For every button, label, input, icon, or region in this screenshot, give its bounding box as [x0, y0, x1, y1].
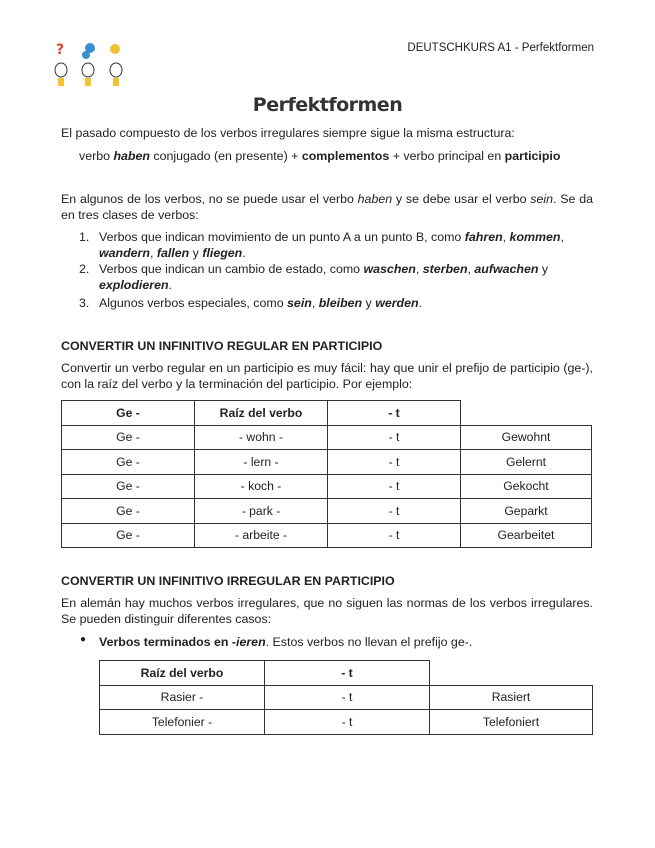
- table-row: Ge -- koch -- t Gekocht: [61, 473, 592, 499]
- svg-text:?: ?: [56, 42, 64, 58]
- bullet-item: Verbos terminados en -ieren. Estos verbo…: [99, 635, 473, 649]
- table-row: Ge -- lern -- t Gelernt: [61, 449, 592, 475]
- table-header-row: Raíz del verbo - t: [99, 660, 593, 686]
- section-heading-regular: CONVERTIR UN INFINITIVO REGULAR EN PARTI…: [61, 339, 383, 353]
- section-heading-irregular: CONVERTIR UN INFINITIVO IRREGULAR EN PAR…: [61, 574, 395, 588]
- thinking-figures-logo: ?: [54, 42, 123, 86]
- section-text-irregular: En alemán hay muchos verbos irregulares,…: [61, 596, 593, 626]
- formula: verbo haben conjugado (en presente) + co…: [79, 149, 561, 163]
- table-row: Rasier -- t Rasiert: [99, 684, 593, 710]
- section-text-regular: Convertir un verbo regular en un partici…: [61, 361, 593, 391]
- list-item: Algunos verbos especiales, como sein, bl…: [99, 296, 423, 310]
- table-row: Ge -- park -- t Geparkt: [61, 498, 592, 524]
- list-item: Verbos que indican movimiento de un punt…: [99, 230, 564, 260]
- irregular-participle-table: Raíz del verbo - t Rasier -- t Rasiert Tel…: [99, 660, 593, 735]
- table-header-row: Ge - Raíz del verbo - t: [61, 400, 592, 426]
- page-title: Perfektformen: [252, 94, 403, 116]
- table-row: Telefonier -- t Telefoniert: [99, 709, 593, 735]
- sein-paragraph: En algunos de los verbos, no se puede us…: [61, 192, 594, 222]
- table-row: Ge -- arbeite -- t Gearbeitet: [61, 522, 592, 548]
- running-header: DEUTSCHKURS A1 - Perfektformen: [407, 42, 594, 54]
- intro-text: El pasado compuesto de los verbos irregu…: [61, 126, 515, 140]
- bullet-icon: ●: [80, 634, 87, 645]
- regular-participle-table: Ge - Raíz del verbo - t Ge -- wohn -- t Gew…: [61, 400, 592, 548]
- table-row: Ge -- wohn -- t Gewohnt: [61, 424, 592, 450]
- list-item: Verbos que indican un cambio de estado, …: [99, 262, 549, 292]
